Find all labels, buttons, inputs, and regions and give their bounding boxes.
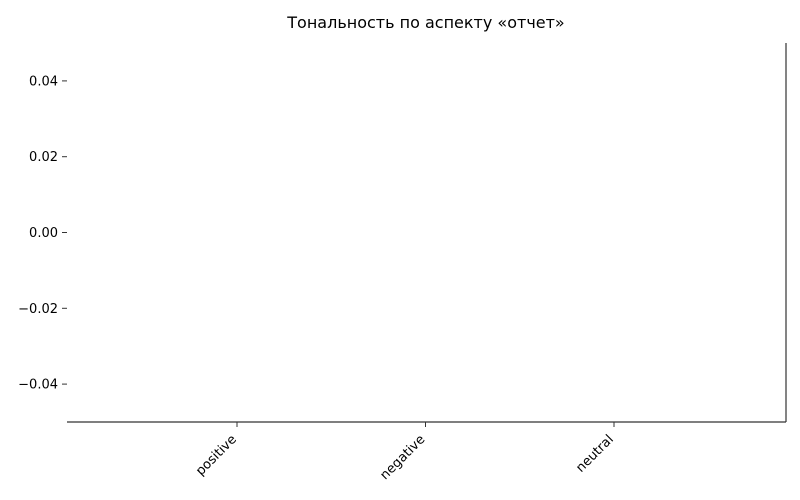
x-tick-label: neutral <box>573 432 616 475</box>
axes <box>67 43 787 423</box>
y-tick-label: 0.02 <box>29 150 58 165</box>
chart-title: Тональность по аспекту «отчет» <box>286 13 564 32</box>
y-tick-label: −0.02 <box>18 302 58 317</box>
x-ticks: positive negative neutral <box>193 422 617 483</box>
y-tick-label: 0.04 <box>29 74 58 89</box>
y-ticks: 0.04 0.02 0.00 −0.02 −0.04 <box>18 74 67 393</box>
x-tick-label: positive <box>193 432 240 479</box>
x-tick-label: negative <box>378 432 429 483</box>
y-tick-label: −0.04 <box>18 378 58 393</box>
y-tick-label: 0.00 <box>29 226 58 241</box>
